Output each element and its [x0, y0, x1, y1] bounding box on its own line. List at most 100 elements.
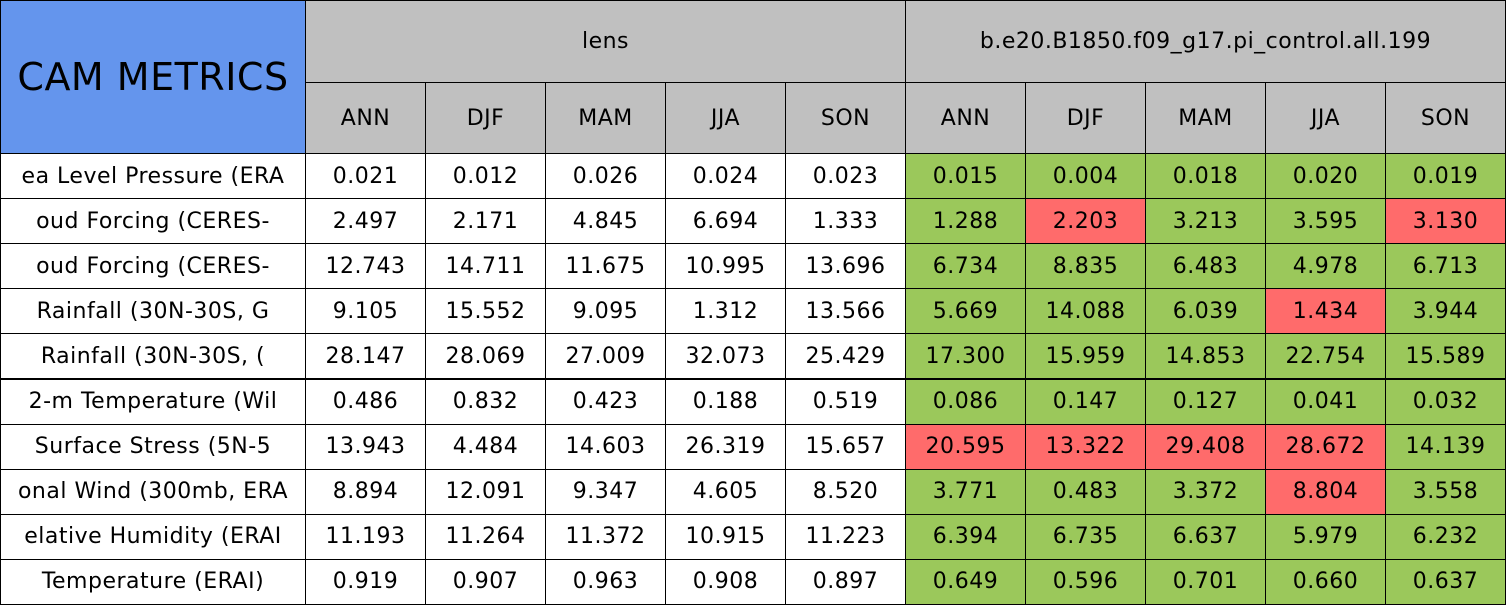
control-value: 3.595	[1265, 198, 1386, 245]
lens-value: 4.605	[665, 468, 786, 515]
control-value: 3.944	[1385, 288, 1506, 335]
control-value: 3.372	[1145, 468, 1266, 515]
season-header: JJA	[1265, 82, 1386, 154]
season-header: ANN	[905, 82, 1026, 154]
control-value: 0.086	[905, 378, 1026, 425]
control-value: 0.019	[1385, 153, 1506, 200]
control-value: 20.595	[905, 423, 1026, 470]
control-value: 8.804	[1265, 468, 1386, 515]
lens-value: 0.486	[305, 378, 426, 425]
lens-value: 28.069	[425, 333, 546, 380]
title-cell: CAM METRICS	[0, 0, 306, 154]
season-header: MAM	[1145, 82, 1266, 154]
lens-value: 15.657	[785, 423, 906, 470]
lens-value: 11.675	[545, 243, 666, 290]
row-label: Rainfall (30N-30S, (	[0, 333, 306, 380]
control-value: 14.139	[1385, 423, 1506, 470]
lens-value: 0.963	[545, 558, 666, 605]
lens-value: 1.312	[665, 288, 786, 335]
lens-value: 27.009	[545, 333, 666, 380]
control-value: 0.483	[1025, 468, 1146, 515]
lens-value: 0.919	[305, 558, 426, 605]
lens-value: 15.552	[425, 288, 546, 335]
lens-value: 0.908	[665, 558, 786, 605]
control-value: 6.232	[1385, 513, 1506, 560]
control-value: 6.735	[1025, 513, 1146, 560]
control-value: 0.041	[1265, 378, 1386, 425]
lens-value: 2.171	[425, 198, 546, 245]
lens-value: 10.995	[665, 243, 786, 290]
lens-value: 9.347	[545, 468, 666, 515]
control-value: 14.088	[1025, 288, 1146, 335]
lens-value: 0.026	[545, 153, 666, 200]
control-value: 5.669	[905, 288, 1026, 335]
lens-value: 8.520	[785, 468, 906, 515]
control-value: 3.558	[1385, 468, 1506, 515]
control-value: 0.032	[1385, 378, 1506, 425]
lens-value: 11.372	[545, 513, 666, 560]
lens-value: 12.091	[425, 468, 546, 515]
lens-value: 13.696	[785, 243, 906, 290]
row-label: ea Level Pressure (ERA	[0, 153, 306, 200]
lens-value: 11.264	[425, 513, 546, 560]
control-value: 0.637	[1385, 558, 1506, 605]
control-value: 2.203	[1025, 198, 1146, 245]
season-header: DJF	[425, 82, 546, 154]
control-value: 3.771	[905, 468, 1026, 515]
control-value: 8.835	[1025, 243, 1146, 290]
season-header: SON	[1385, 82, 1506, 154]
control-value: 15.959	[1025, 333, 1146, 380]
lens-value: 14.711	[425, 243, 546, 290]
lens-value: 25.429	[785, 333, 906, 380]
control-value: 0.147	[1025, 378, 1146, 425]
season-header: SON	[785, 82, 906, 154]
lens-value: 13.566	[785, 288, 906, 335]
row-label: oud Forcing (CERES-	[0, 243, 306, 290]
control-value: 15.589	[1385, 333, 1506, 380]
lens-value: 0.519	[785, 378, 906, 425]
row-label: Temperature (ERAI)	[0, 558, 306, 605]
row-label: onal Wind (300mb, ERA	[0, 468, 306, 515]
control-value: 22.754	[1265, 333, 1386, 380]
lens-value: 0.897	[785, 558, 906, 605]
lens-value: 0.832	[425, 378, 546, 425]
row-label: Surface Stress (5N-5	[0, 423, 306, 470]
control-value: 29.408	[1145, 423, 1266, 470]
season-header: ANN	[305, 82, 426, 154]
row-label: elative Humidity (ERAI	[0, 513, 306, 560]
control-value: 0.020	[1265, 153, 1386, 200]
lens-value: 2.497	[305, 198, 426, 245]
lens-value: 0.907	[425, 558, 546, 605]
lens-value: 11.193	[305, 513, 426, 560]
lens-value: 4.845	[545, 198, 666, 245]
control-value: 3.213	[1145, 198, 1266, 245]
row-label: oud Forcing (CERES-	[0, 198, 306, 245]
group-header: lens	[305, 0, 906, 83]
control-value: 0.015	[905, 153, 1026, 200]
lens-value: 0.423	[545, 378, 666, 425]
control-value: 6.483	[1145, 243, 1266, 290]
season-header: MAM	[545, 82, 666, 154]
control-value: 0.649	[905, 558, 1026, 605]
lens-value: 28.147	[305, 333, 426, 380]
control-value: 6.637	[1145, 513, 1266, 560]
lens-value: 8.894	[305, 468, 426, 515]
control-value: 4.978	[1265, 243, 1386, 290]
group-header: b.e20.B1850.f09_g17.pi_control.all.199	[905, 0, 1506, 83]
lens-value: 6.694	[665, 198, 786, 245]
control-value: 5.979	[1265, 513, 1386, 560]
season-header: DJF	[1025, 82, 1146, 154]
control-value: 14.853	[1145, 333, 1266, 380]
season-header: JJA	[665, 82, 786, 154]
control-value: 1.434	[1265, 288, 1386, 335]
lens-value: 12.743	[305, 243, 426, 290]
control-value: 0.701	[1145, 558, 1266, 605]
control-value: 0.660	[1265, 558, 1386, 605]
lens-value: 14.603	[545, 423, 666, 470]
lens-value: 1.333	[785, 198, 906, 245]
lens-value: 0.188	[665, 378, 786, 425]
control-value: 6.734	[905, 243, 1026, 290]
lens-value: 0.012	[425, 153, 546, 200]
lens-value: 0.024	[665, 153, 786, 200]
control-value: 0.004	[1025, 153, 1146, 200]
